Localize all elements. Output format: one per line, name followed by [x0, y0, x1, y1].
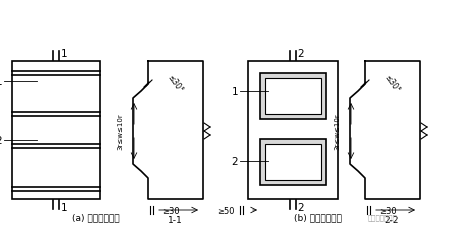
Text: ≥30: ≥30 — [162, 207, 180, 216]
Text: 2: 2 — [0, 135, 2, 145]
Text: 1-1: 1-1 — [168, 216, 182, 225]
Text: ≤30°: ≤30° — [166, 73, 185, 94]
Text: ≥30: ≥30 — [379, 207, 396, 216]
Text: 2: 2 — [298, 49, 304, 59]
Text: (b) 键槽分段截面: (b) 键槽分段截面 — [294, 212, 342, 222]
Text: ≥50: ≥50 — [217, 207, 235, 216]
Text: 3r≤w≤10r: 3r≤w≤10r — [117, 113, 123, 150]
Text: 1: 1 — [61, 49, 67, 59]
Text: 3r≤w≤10r: 3r≤w≤10r — [334, 113, 340, 150]
Text: 2-2: 2-2 — [385, 216, 399, 225]
Text: ≤30°: ≤30° — [383, 73, 402, 94]
Text: 1: 1 — [0, 77, 2, 87]
Text: (a) 键槽贯通截面: (a) 键槽贯通截面 — [72, 212, 120, 222]
Bar — [248, 62, 338, 199]
Text: 1: 1 — [61, 202, 67, 212]
Bar — [265, 144, 321, 180]
Text: 2: 2 — [298, 202, 304, 212]
Text: 1: 1 — [231, 87, 238, 96]
Text: 2: 2 — [231, 156, 238, 166]
Text: 小寓子设计笔记: 小寓子设计笔记 — [368, 214, 398, 220]
Bar — [265, 79, 321, 114]
Bar — [260, 74, 326, 119]
Bar — [12, 62, 100, 199]
Bar — [260, 139, 326, 185]
